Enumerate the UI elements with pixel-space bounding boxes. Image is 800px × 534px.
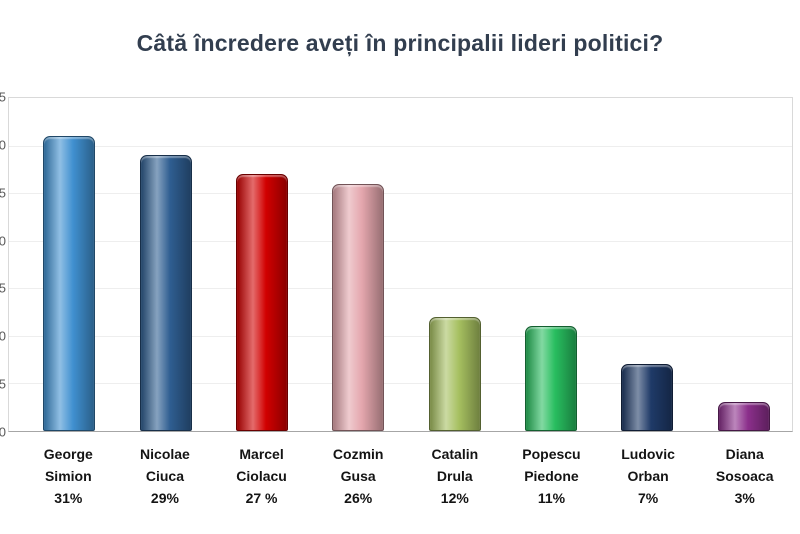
gridline <box>9 335 792 337</box>
category-label: George Simion 31% <box>20 443 117 509</box>
gridline <box>9 193 792 195</box>
category-label: Cozmin Gusa 26% <box>310 443 407 509</box>
gridline <box>9 145 792 147</box>
category-label: Catalin Drula 12% <box>407 443 504 509</box>
bar-column <box>214 98 310 431</box>
y-tick-label: 15 <box>0 280 6 296</box>
y-axis-tick-labels: 35 30 25 20 15 10 5 0 <box>0 90 18 440</box>
bar-column <box>503 98 599 431</box>
x-axis-labels: George Simion 31% Nicolae Ciuca 29% Marcel Ciol… <box>8 443 793 509</box>
category-label-line: Orban <box>627 468 669 484</box>
category-label-line: Diana <box>725 446 764 462</box>
category-label-line: Simion <box>44 468 92 484</box>
chart-title: Câtă încredere aveți în principalii lide… <box>136 30 664 56</box>
bar-cozmin-gusa <box>332 183 385 431</box>
bar-ludovic-orban <box>621 364 674 431</box>
bars-container <box>9 98 792 431</box>
category-label-line: Catalin <box>431 446 479 462</box>
y-tick-label: 5 <box>0 376 6 392</box>
gridline <box>9 240 792 242</box>
gridline <box>9 288 792 290</box>
category-label-line: 12% <box>440 490 469 506</box>
bar-column <box>310 98 406 431</box>
category-label-line: 7% <box>637 490 659 506</box>
category-label-line: 11% <box>537 490 566 506</box>
category-label-line: George <box>43 446 93 462</box>
y-tick-label: 0 <box>0 424 6 440</box>
category-label-line: 31% <box>54 490 83 506</box>
y-tick-label: 35 <box>0 89 6 105</box>
bar-nicolae-ciuca <box>139 155 192 431</box>
gridline <box>9 383 792 385</box>
bar-popescu-piedone <box>525 326 578 431</box>
category-label-line: 26% <box>344 490 373 506</box>
category-label: Diana Sosoaca 3% <box>696 443 793 509</box>
category-label-line: Ciolacu <box>236 468 287 484</box>
category-label: Ludovic Orban 7% <box>600 443 697 509</box>
category-label-line: Marcel <box>239 446 284 462</box>
category-label-line: 3% <box>734 490 755 506</box>
category-label-line: Popescu <box>522 446 581 462</box>
bar-column <box>696 98 792 431</box>
category-label-line: Piedone <box>524 468 579 484</box>
category-label-line: Sosoaca <box>715 468 774 484</box>
y-tick-label: 10 <box>0 328 6 344</box>
category-label: Marcel Ciolacu 27 % <box>213 443 310 509</box>
category-label: Popescu Piedone 11% <box>503 443 600 509</box>
bar-column <box>407 98 503 431</box>
category-label: Nicolae Ciuca 29% <box>117 443 214 509</box>
y-tick-label: 30 <box>0 137 6 153</box>
category-label-line: Cozmin <box>332 446 384 462</box>
category-label-line: Ludovic <box>621 446 675 462</box>
bar-marcel-ciolacu <box>235 174 288 431</box>
bar-catalin-drula <box>428 316 481 431</box>
bar-diana-sosoaca <box>717 402 770 431</box>
category-label-line: Nicolae <box>140 446 190 462</box>
bar-george-simion <box>43 136 96 431</box>
category-label-line: Gusa <box>340 468 376 484</box>
bar-column <box>21 98 117 431</box>
plot-area <box>8 97 793 432</box>
category-label-line: Ciuca <box>145 468 184 484</box>
category-label-line: Drula <box>436 468 473 484</box>
category-label-line: 27 % <box>245 490 278 506</box>
bar-column <box>599 98 695 431</box>
y-tick-label: 25 <box>0 185 6 201</box>
bar-column <box>117 98 213 431</box>
y-tick-label: 20 <box>0 233 6 249</box>
category-label-line: 29% <box>150 490 179 506</box>
